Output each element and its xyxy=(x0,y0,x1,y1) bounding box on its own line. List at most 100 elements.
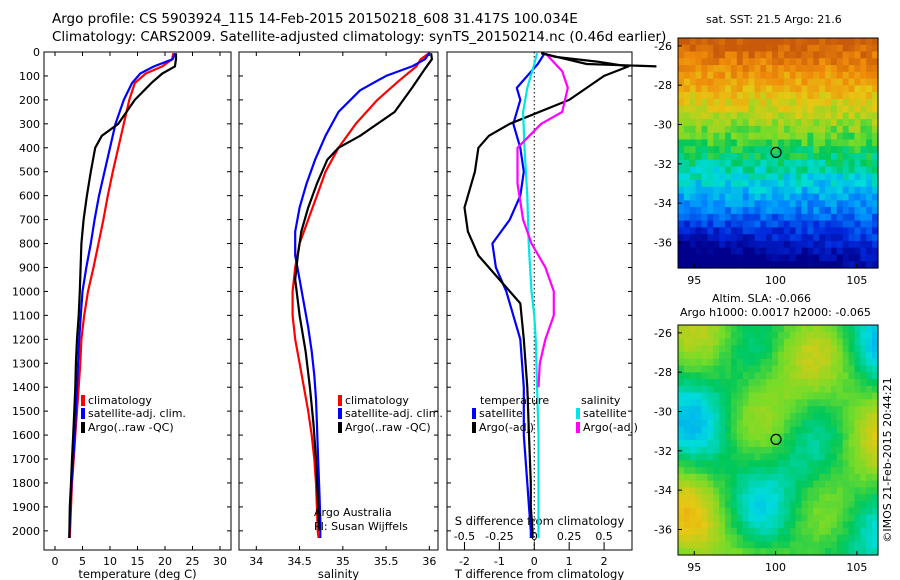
sst-map-cell xyxy=(683,186,691,195)
sla-map-cell xyxy=(736,331,744,340)
sst-map-cell xyxy=(701,58,708,66)
sla-map-cell xyxy=(736,412,744,421)
sla-map-cell xyxy=(854,534,861,543)
sla-map-cell xyxy=(689,521,697,529)
sla-map-cell xyxy=(754,467,761,475)
sst-map-cell xyxy=(848,125,856,134)
sst-map-cell xyxy=(860,132,867,141)
sla-map-cell xyxy=(719,365,726,373)
sst-map-cell xyxy=(783,98,791,107)
sst-map-cell xyxy=(730,105,738,113)
temp-legend-sat-swatch xyxy=(81,408,85,419)
sla-map-cell xyxy=(713,433,720,441)
sst-map-cell xyxy=(778,193,785,201)
sla-map-cell xyxy=(730,473,738,482)
sst-map-cell xyxy=(707,227,714,235)
sla-map-cell xyxy=(742,521,750,529)
sst-map-cell xyxy=(719,44,726,53)
sst-map-cell xyxy=(872,200,879,208)
sla-map-cell xyxy=(783,446,791,455)
sla-map-cell xyxy=(795,440,803,448)
sst-map-cell xyxy=(795,85,803,93)
sla-map-cell xyxy=(695,331,703,340)
sla-map-cell xyxy=(813,426,820,434)
sst-map-cell xyxy=(754,200,761,208)
sla-map-cell xyxy=(730,527,738,536)
sst-map-cell xyxy=(725,220,732,228)
sla-map-cell xyxy=(736,365,744,373)
sst-map-cell xyxy=(830,213,838,222)
sla-map-cell xyxy=(825,419,832,428)
sst-map-cell xyxy=(783,207,791,215)
sst-map-cell xyxy=(678,112,685,120)
sst-map-cell xyxy=(707,119,714,127)
sst-map-cell xyxy=(836,193,844,201)
sla-map-cell xyxy=(701,379,708,387)
sla-map-cell xyxy=(754,440,761,448)
sst-map-cell xyxy=(725,132,732,141)
sla-map-cell xyxy=(689,392,697,400)
sst-map-cell xyxy=(707,139,714,147)
sst-map-cell xyxy=(854,180,861,188)
sla-map-cell xyxy=(783,487,791,495)
sla-map-cell xyxy=(713,412,720,421)
sla-map-cell xyxy=(860,392,867,400)
sst-map-cell xyxy=(842,132,850,141)
diff-legend-temp-argo-label: Argo(-adj) xyxy=(479,421,534,434)
sla-map-cell xyxy=(742,433,750,441)
sla-map-cell xyxy=(872,494,879,502)
sla-map-cell xyxy=(825,372,832,380)
sla-map-cell xyxy=(772,352,779,360)
sst-map-cell xyxy=(766,234,773,242)
sla-map-cell xyxy=(683,548,691,556)
sla-map-cell xyxy=(678,385,685,394)
sla-map-cell xyxy=(772,440,779,448)
sla-map-cell xyxy=(713,385,720,394)
sst-map-cell xyxy=(825,58,832,66)
sst-map-cell xyxy=(854,85,861,93)
sla-map-cell xyxy=(783,507,791,515)
sla-map-cell xyxy=(813,338,820,346)
sla-map-cell xyxy=(778,372,785,380)
tdiff-tick-label: 0 xyxy=(531,555,538,568)
sla-map-ytick-label: -26 xyxy=(654,327,672,340)
sla-map-cell xyxy=(766,453,773,461)
sla-map-cell xyxy=(707,325,714,333)
sst-map-cell xyxy=(830,240,838,249)
sla-map-cell xyxy=(789,406,797,414)
sst-map-cell xyxy=(783,44,791,53)
sst-map-cell xyxy=(789,146,797,154)
sla-map-cell xyxy=(683,379,691,387)
sst-map-cell xyxy=(725,180,732,188)
sla-map-cell xyxy=(872,365,879,373)
sst-map-cell xyxy=(678,85,685,93)
sst-map-cell xyxy=(772,125,779,134)
sst-map-cell xyxy=(760,85,767,93)
sst-map-cell xyxy=(860,200,867,208)
sla-map-cell xyxy=(707,358,714,367)
sla-map-cell xyxy=(795,446,803,455)
sst-map-cell xyxy=(866,98,873,107)
sla-map-cell xyxy=(689,358,697,367)
sla-map-cell xyxy=(748,527,756,536)
sst-map-cell xyxy=(754,207,761,215)
sst-map-cell xyxy=(836,119,844,127)
sst-map-cell xyxy=(736,173,744,181)
sla-map-cell xyxy=(860,446,867,455)
sst-map-cell xyxy=(866,180,873,188)
sst-map-cell xyxy=(848,186,856,195)
sst-map-cell xyxy=(736,220,744,228)
sla-map-cell xyxy=(725,412,732,421)
sst-map-cell xyxy=(678,125,685,134)
sla-map-cell xyxy=(748,352,756,360)
sst-map-cell xyxy=(842,44,850,53)
sla-map-cell xyxy=(736,453,744,461)
sst-map-cell xyxy=(872,207,879,215)
sla-map-cell xyxy=(730,331,738,340)
sla-map-cell xyxy=(866,385,873,394)
sla-map-cell xyxy=(789,446,797,455)
sdiff-tick-label: -0.25 xyxy=(485,530,513,543)
depth-tick-label: 1900 xyxy=(12,501,40,514)
sst-map-cell xyxy=(772,166,779,174)
